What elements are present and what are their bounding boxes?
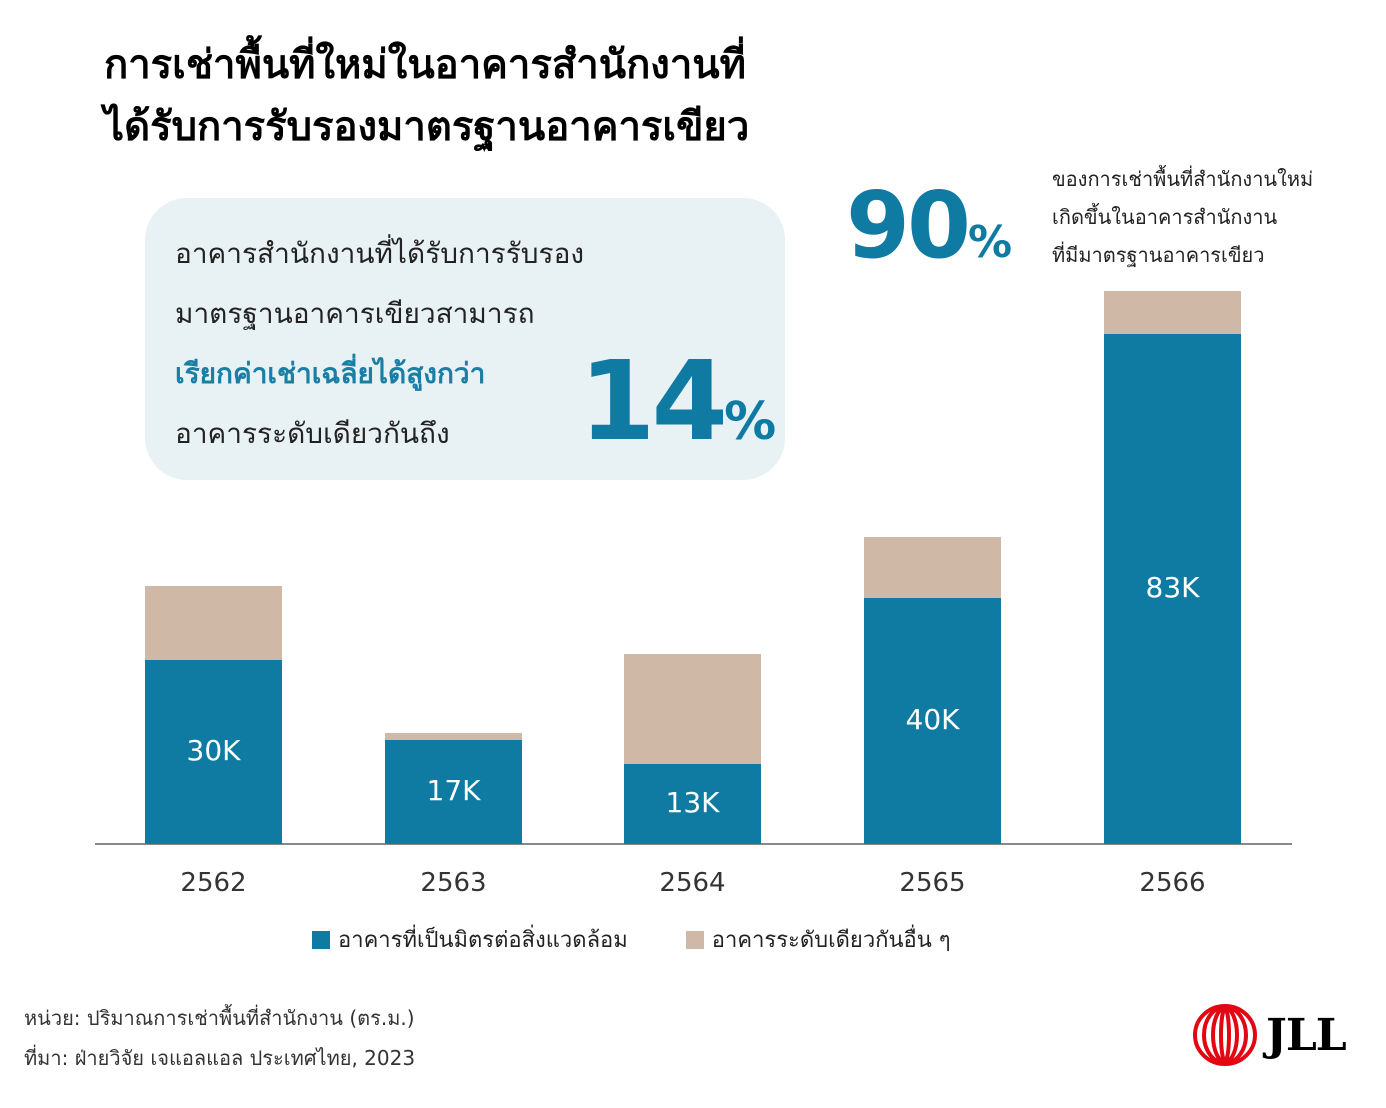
rent-premium-value: 14% bbox=[579, 346, 776, 456]
bar-green-2565 bbox=[864, 598, 1001, 844]
x-tick-label: 2563 bbox=[420, 868, 487, 898]
green-share-number: 90 bbox=[846, 172, 971, 279]
bar-green-2563 bbox=[385, 739, 522, 844]
bar-other-2566 bbox=[1104, 290, 1241, 334]
unit-note: หน่วย: ปริมาณการเช่าพื้นที่สำนักงาน (ตร.… bbox=[24, 1006, 415, 1030]
callout-line-1: อาคารสำนักงานที่ได้รับการรับรอง bbox=[175, 237, 585, 270]
stat-line-3: ที่มีมาตรฐานอาคารเขียว bbox=[1052, 243, 1265, 267]
bar-value-label: 13K bbox=[665, 786, 720, 820]
bar-green-2562 bbox=[145, 659, 282, 844]
jll-wordmark: JLL bbox=[1266, 1009, 1347, 1061]
source-note: ที่มา: ฝ่ายวิจัย เจแอลแอล ประเทศไทย, 202… bbox=[24, 1046, 416, 1070]
legend-item-other: อาคารระดับเดียวกันอื่น ๆ bbox=[685, 922, 951, 957]
percent-sign: % bbox=[968, 217, 1013, 268]
green-share-description: ของการเช่าพื้นที่สำนักงานใหม่ เกิดขึ้นใน… bbox=[1052, 160, 1382, 274]
jll-helix-icon bbox=[1193, 1004, 1257, 1066]
bar-value-label: 17K bbox=[426, 773, 481, 807]
x-tick-label: 2566 bbox=[1139, 868, 1206, 898]
callout-line-highlight: เรียกค่าเช่าเฉลี่ยได้สูงกว่า bbox=[175, 357, 486, 390]
bar-other-2565 bbox=[864, 536, 1001, 599]
bar-other-2563 bbox=[385, 733, 522, 740]
legend-item-green: อาคารที่เป็นมิตรต่อสิ่งแวดล้อม bbox=[312, 922, 628, 957]
rent-premium-callout: อาคารสำนักงานที่ได้รับการรับรอง มาตรฐานอ… bbox=[145, 198, 785, 480]
legend-label-green: อาคารที่เป็นมิตรต่อสิ่งแวดล้อม bbox=[338, 928, 628, 953]
x-axis-line bbox=[95, 843, 1292, 845]
footer-notes: หน่วย: ปริมาณการเช่าพื้นที่สำนักงาน (ตร.… bbox=[24, 998, 415, 1078]
legend-label-other: อาคารระดับเดียวกันอื่น ๆ bbox=[711, 928, 951, 953]
bar-value-label: 30K bbox=[186, 733, 241, 767]
bar-other-2562 bbox=[145, 585, 282, 660]
callout-line-4: อาคารระดับเดียวกันถึง bbox=[175, 417, 450, 450]
title-line-2: ได้รับการรับรองมาตรฐานอาคารเขียว bbox=[104, 104, 750, 150]
bar-green-2564 bbox=[624, 764, 761, 844]
rent-premium-number: 14 bbox=[579, 337, 728, 465]
title-line-1: การเช่าพื้นที่ใหม่ในอาคารสำนักงานที่ bbox=[104, 42, 746, 88]
legend-swatch-green bbox=[312, 930, 330, 949]
legend-swatch-other bbox=[685, 930, 704, 949]
bar-value-label: 40K bbox=[905, 703, 960, 737]
percent-sign: % bbox=[724, 392, 777, 452]
bar-value-label: 83K bbox=[1145, 571, 1200, 604]
x-tick-label: 2562 bbox=[180, 868, 247, 898]
page-title: การเช่าพื้นที่ใหม่ในอาคารสำนักงานที่ ได้… bbox=[104, 34, 904, 158]
stat-line-2: เกิดขึ้นในอาคารสำนักงาน bbox=[1052, 205, 1278, 229]
x-tick-label: 2564 bbox=[659, 868, 726, 898]
green-share-value: 90% bbox=[846, 176, 1012, 276]
x-tick-label: 2565 bbox=[899, 868, 966, 898]
bar-green-2566 bbox=[1104, 334, 1241, 844]
chart-legend: อาคารที่เป็นมิตรต่อสิ่งแวดล้อม อาคารระดั… bbox=[312, 922, 1009, 957]
bar-other-2564 bbox=[624, 653, 761, 765]
jll-logo: JLL bbox=[1192, 1003, 1347, 1067]
stat-line-1: ของการเช่าพื้นที่สำนักงานใหม่ bbox=[1052, 167, 1314, 191]
callout-line-2: มาตรฐานอาคารเขียวสามารถ bbox=[175, 297, 535, 330]
